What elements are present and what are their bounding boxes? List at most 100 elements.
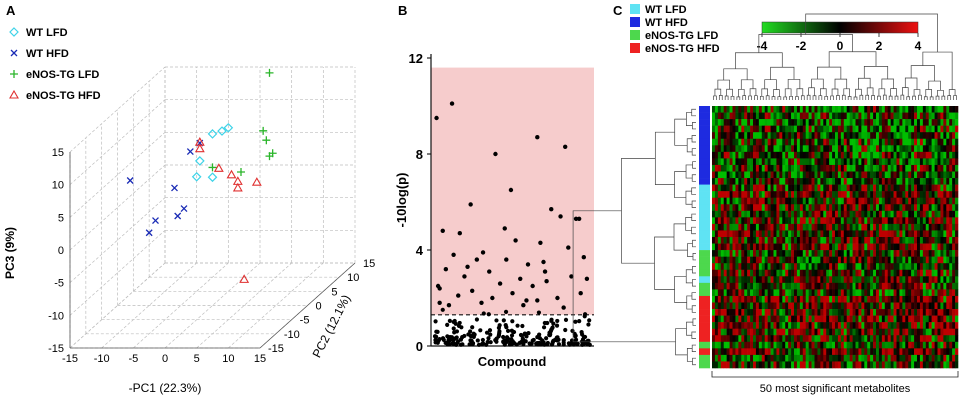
heatmap-cell	[776, 361, 780, 369]
heatmap-cell	[814, 256, 818, 264]
heatmap-cell	[817, 250, 821, 257]
heatmap-cell	[791, 210, 795, 218]
heatmap-cell	[729, 237, 733, 244]
heatmap-cell	[785, 354, 789, 362]
heatmap-cell	[805, 119, 809, 126]
dendrogram-branch	[890, 88, 897, 97]
heatmap-cell	[747, 269, 751, 277]
heatmap-cell	[794, 132, 798, 140]
heatmap-cell	[823, 243, 827, 251]
heatmap-cell	[949, 341, 953, 349]
heatmap-cell	[937, 191, 941, 198]
heatmap-cell	[808, 197, 812, 205]
heatmap-cell	[814, 112, 818, 120]
pca-3d-plot: -15 -10 -5 0 5 10 15-15-10-5051015-15-10-50510…	[3, 27, 375, 395]
row-group-cell	[699, 309, 710, 316]
heatmap-cell	[814, 119, 818, 126]
heatmap-cell	[796, 243, 801, 251]
heatmap-cell	[949, 361, 953, 369]
heatmap-cell	[855, 132, 859, 140]
compound-point	[510, 319, 515, 324]
heatmap-cell	[811, 263, 815, 271]
heatmap-cell	[887, 171, 891, 179]
heatmap-cell	[755, 354, 760, 362]
heatmap-cell	[902, 191, 906, 198]
heatmap-cell	[758, 204, 763, 212]
heatmap-cell	[723, 158, 727, 166]
heatmap-cell	[849, 178, 853, 185]
y-tick-label: -5	[300, 315, 310, 327]
heatmap-cell	[955, 256, 959, 264]
heatmap-cell	[832, 164, 836, 172]
heatmap-cell	[846, 151, 850, 159]
heatmap-cell	[905, 223, 909, 231]
heatmap-cell	[852, 223, 856, 231]
heatmap-cell	[908, 132, 912, 140]
heatmap-cell	[890, 178, 894, 185]
heatmap-cell	[896, 158, 900, 166]
heatmap-cell	[764, 256, 768, 264]
dendrogram-branch	[834, 78, 848, 90]
compound-point	[569, 274, 574, 279]
pca-axis-ticks: -15 -10 -5 0 5 10 15-15-10-5051015-15-10-50510…	[48, 147, 375, 365]
compound-point	[580, 332, 585, 337]
heatmap-cell	[934, 138, 938, 146]
heatmap-cell	[829, 341, 833, 349]
heatmap-cell	[811, 184, 815, 192]
heatmap-cell	[782, 302, 786, 310]
heatmap-cell	[855, 256, 859, 264]
heatmap-cell	[726, 341, 730, 349]
heatmap-cell	[714, 197, 719, 205]
heatmap-cell	[899, 282, 903, 290]
heatmap-cell	[952, 243, 956, 251]
heatmap-cell	[919, 112, 924, 120]
heatmap-cell	[820, 322, 824, 329]
heatmap-cell	[881, 243, 886, 251]
dendrogram-branch	[736, 96, 741, 100]
heatmap-cell	[785, 197, 789, 205]
heatmap-cell	[940, 197, 944, 205]
heatmap-cell	[738, 112, 742, 120]
heatmap-cell	[785, 132, 789, 140]
heatmap-cell	[846, 106, 850, 113]
heatmap-cell	[864, 282, 868, 290]
heatmap-cell	[858, 309, 862, 316]
heatmap-cell	[899, 132, 903, 140]
heatmap-cell	[870, 243, 874, 251]
heatmap-cell	[802, 191, 807, 198]
heatmap-cell	[908, 112, 912, 120]
heatmap-cell	[755, 348, 760, 356]
heatmap-cell	[829, 328, 833, 336]
heatmap-cell	[753, 230, 757, 238]
heatmap-cell	[802, 328, 807, 336]
heatmap-cell	[902, 223, 906, 231]
heatmap-cell	[937, 171, 941, 179]
heatmap-cell	[758, 164, 763, 172]
row-group-cell	[699, 256, 710, 264]
heatmap-cell	[808, 315, 812, 323]
heatmap-cell	[928, 354, 932, 362]
heatmap-cell	[814, 223, 818, 231]
heatmap-cell	[712, 119, 716, 126]
dendrogram-branch	[691, 213, 696, 221]
heatmap-cell	[767, 256, 771, 264]
heatmap-cell	[814, 197, 818, 205]
heatmap-cell	[881, 178, 886, 185]
heatmap-cell	[952, 184, 956, 192]
heatmap-cell	[922, 348, 927, 356]
heatmap-cell	[881, 263, 886, 271]
heatmap-cell	[940, 328, 944, 336]
heatmap-cell	[908, 125, 912, 133]
heatmap-cell	[811, 335, 815, 343]
heatmap-cell	[723, 289, 727, 297]
heatmap-cell	[717, 335, 722, 343]
heatmap-cell	[855, 309, 859, 316]
heatmap-cell	[726, 322, 730, 329]
heatmap-cell	[849, 243, 853, 251]
heatmap-cell	[811, 309, 815, 316]
heatmap-cell	[917, 204, 921, 212]
heatmap-cell	[884, 309, 889, 316]
heatmap-cell	[714, 302, 719, 310]
heatmap-cell	[949, 106, 953, 113]
heatmap-cell	[738, 210, 742, 218]
